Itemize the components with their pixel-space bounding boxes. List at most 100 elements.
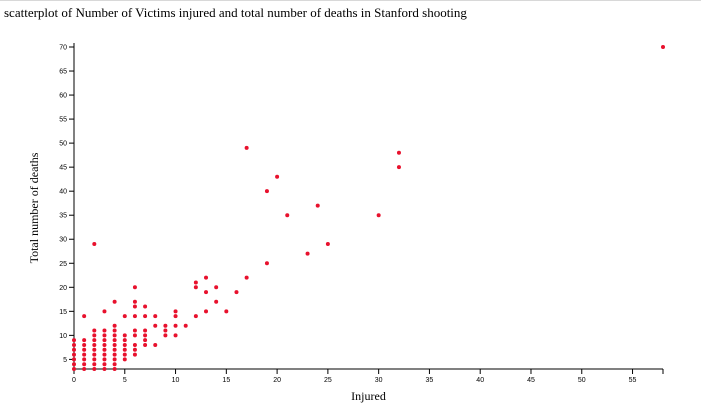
data-point: [92, 347, 97, 352]
data-point: [214, 285, 219, 290]
data-point: [102, 362, 107, 367]
x-tick-label: 0: [72, 377, 76, 384]
data-point: [132, 347, 137, 352]
data-point: [264, 189, 269, 194]
x-tick-label: 40: [476, 377, 484, 384]
data-point: [112, 342, 117, 347]
data-points: [72, 45, 665, 371]
data-point: [122, 352, 127, 357]
data-point: [102, 328, 107, 333]
data-point: [72, 342, 76, 347]
data-point: [264, 261, 269, 266]
data-point: [244, 275, 249, 280]
data-point: [244, 145, 249, 150]
data-point: [193, 280, 198, 285]
data-point: [143, 314, 148, 319]
data-point: [234, 290, 239, 295]
x-tick-label: 15: [222, 377, 230, 384]
x-tick-label: 55: [629, 377, 637, 384]
data-point: [153, 314, 158, 319]
data-point: [102, 367, 107, 371]
data-point: [92, 342, 97, 347]
y-tick-label: 65: [59, 69, 67, 76]
data-point: [92, 333, 97, 338]
x-tick-label: 5: [123, 377, 127, 384]
data-point: [376, 213, 381, 218]
x-tick-label: 25: [324, 377, 332, 384]
chart-title: scatterplot of Number of Victims injured…: [4, 5, 467, 20]
y-tick-label: 70: [59, 45, 67, 52]
data-point: [122, 342, 127, 347]
data-point: [224, 309, 229, 314]
data-point: [193, 314, 198, 319]
x-axis-title: Injured: [351, 389, 386, 403]
data-point: [315, 203, 320, 208]
data-point: [82, 362, 87, 367]
y-tick-label: 60: [59, 93, 67, 100]
y-tick-label: 55: [59, 117, 67, 124]
data-point: [82, 338, 87, 343]
data-point: [112, 357, 117, 362]
x-tick-label: 35: [426, 377, 434, 384]
top-divider: [0, 0, 701, 1]
data-point: [112, 338, 117, 343]
data-point: [72, 338, 76, 343]
data-point: [112, 362, 117, 367]
x-tick-label: 20: [273, 377, 281, 384]
y-tick-label: 30: [59, 237, 67, 244]
data-point: [305, 251, 310, 256]
data-point: [132, 342, 137, 347]
y-tick-label: 10: [59, 333, 67, 340]
data-point: [285, 213, 290, 218]
data-point: [143, 333, 148, 338]
y-tick-label: 45: [59, 165, 67, 172]
data-point: [661, 45, 665, 49]
data-point: [102, 357, 107, 362]
data-point: [112, 328, 117, 333]
y-axis: 5 10 15 20 25 30 35 40 45 50 55 60 65 70: [59, 43, 75, 369]
data-point: [102, 352, 107, 357]
x-axis: 0 5 10 15 20 25 30 35 40 45 50 55: [72, 368, 664, 384]
data-point: [82, 357, 87, 362]
y-tick-label: 35: [59, 213, 67, 220]
data-point: [325, 242, 330, 247]
x-tick-label: 50: [578, 377, 586, 384]
data-point: [92, 357, 97, 362]
data-point: [132, 314, 137, 319]
data-point: [396, 150, 401, 155]
data-point: [163, 323, 168, 328]
data-point: [132, 285, 137, 290]
data-point: [112, 367, 117, 371]
data-point: [122, 314, 127, 319]
data-point: [92, 362, 97, 367]
data-point: [102, 347, 107, 352]
data-point: [153, 323, 158, 328]
data-point: [132, 352, 137, 357]
data-point: [112, 323, 117, 328]
data-point: [122, 338, 127, 343]
data-point: [72, 367, 76, 371]
data-point: [163, 333, 168, 338]
y-tick-label: 20: [59, 285, 67, 292]
data-point: [72, 362, 76, 367]
data-point: [122, 357, 127, 362]
data-point: [72, 357, 76, 362]
data-point: [204, 275, 209, 280]
data-point: [183, 323, 188, 328]
data-point: [173, 333, 178, 338]
data-point: [143, 338, 148, 343]
data-point: [112, 352, 117, 357]
data-point: [102, 309, 107, 314]
data-point: [82, 352, 87, 357]
data-point: [112, 333, 117, 338]
data-point: [143, 304, 148, 309]
data-point: [132, 304, 137, 309]
x-tick-label: 45: [527, 377, 535, 384]
data-point: [396, 165, 401, 170]
data-point: [204, 290, 209, 295]
y-tick-label: 25: [59, 261, 67, 268]
x-tick-label: 30: [375, 377, 383, 384]
data-point: [122, 347, 127, 352]
data-point: [173, 323, 178, 328]
